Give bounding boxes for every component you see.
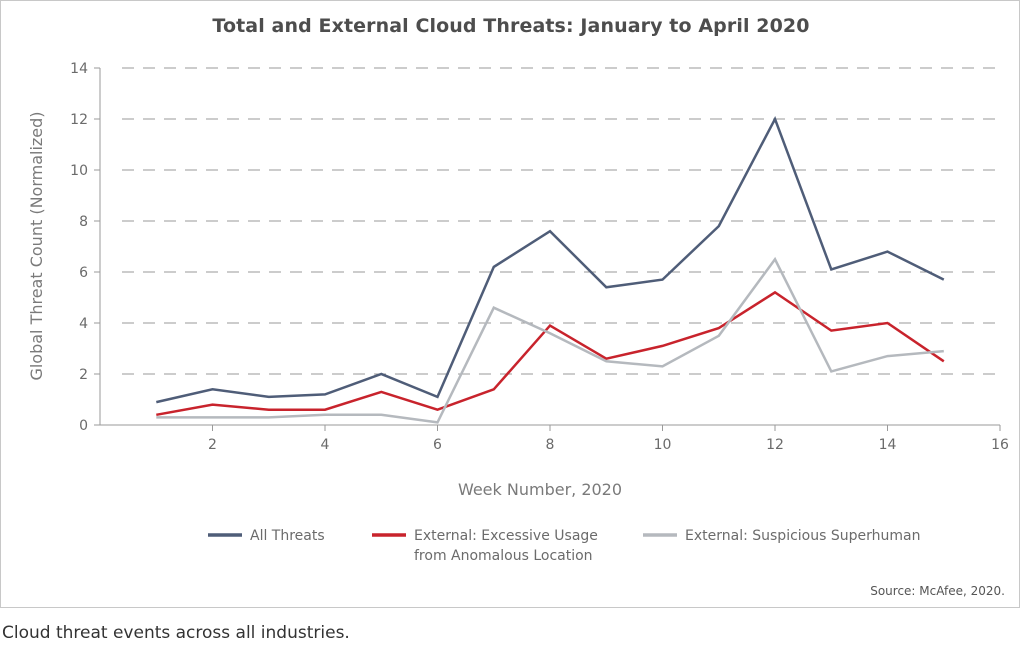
y-tick-label: 6 xyxy=(79,265,88,281)
y-tick-label: 10 xyxy=(70,163,88,179)
gridlines xyxy=(122,67,1000,375)
y-tick-label: 12 xyxy=(70,112,88,128)
y-tick-label: 2 xyxy=(79,367,88,383)
series-line-3 xyxy=(156,256,944,424)
legend-label: All Threats xyxy=(250,528,325,544)
y-tick-label: 0 xyxy=(79,418,88,434)
y-tick-label: 4 xyxy=(79,316,88,332)
x-tick-label: 2 xyxy=(208,437,217,453)
x-tick-label: 10 xyxy=(654,437,672,453)
tick-labels: 0 2 4 6 8 10 12 14 2 4 6 8 10 12 14 16 xyxy=(70,61,1009,453)
y-tick-label: 8 xyxy=(79,214,88,230)
line-chart: 0 2 4 6 8 10 12 14 2 4 6 8 10 12 14 16 Global Threat Co… xyxy=(27,61,1009,564)
axes xyxy=(94,67,1001,431)
caption: Cloud threat events across all industrie… xyxy=(2,623,350,643)
series-line-2 xyxy=(156,290,945,417)
source-note: Source: McAfee, 2020. xyxy=(870,584,1005,598)
chart-title: Total and External Cloud Threats: Januar… xyxy=(212,15,810,37)
x-tick-label: 8 xyxy=(546,437,555,453)
x-tick-label: 16 xyxy=(991,437,1009,453)
x-tick-label: 6 xyxy=(433,437,442,453)
x-tick-label: 14 xyxy=(879,437,897,453)
x-axis-label: Week Number, 2020 xyxy=(458,480,622,499)
legend-label: External: Suspicious Superhuman xyxy=(685,528,920,544)
series-lines xyxy=(156,115,945,424)
chart-frame: Total and External Cloud Threats: Januar… xyxy=(0,0,1020,608)
legend: All Threats External: Excessive Usage from… xyxy=(208,528,920,564)
legend-label: External: Excessive Usage xyxy=(414,528,598,544)
series-line-1 xyxy=(156,115,945,404)
y-axis-label: Global Threat Count (Normalized) xyxy=(27,111,46,380)
legend-label: from Anomalous Location xyxy=(414,548,593,564)
x-tick-label: 4 xyxy=(321,437,330,453)
y-tick-label: 14 xyxy=(70,61,88,77)
x-tick-label: 12 xyxy=(766,437,784,453)
